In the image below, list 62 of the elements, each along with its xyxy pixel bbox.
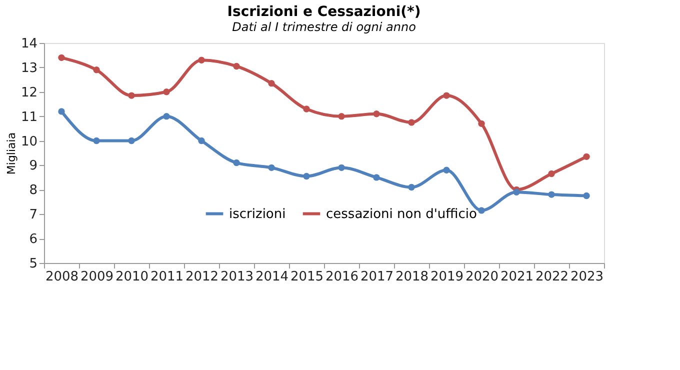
legend-label: cessazioni non d'ufficio [326,206,477,222]
x-tick-label: 2013 [220,270,254,284]
point [303,106,310,112]
x-tick-label: 2014 [255,270,289,284]
x-tick-label: 2019 [430,270,464,284]
y-tick-label: 11 [20,110,38,125]
point [338,112,345,120]
y-tick-label: 14 [20,36,38,52]
point [303,172,310,180]
y-tick-label: 9 [29,158,38,174]
x-tick-label: 2015 [290,270,324,284]
y-tick-label: 10 [20,134,38,150]
x-tick-label: 2020 [465,270,499,284]
point [548,170,555,178]
x-tick-label: 2010 [115,270,149,284]
x-tick-label: 2023 [570,270,604,284]
point [233,159,240,166]
y-tick-label: 5 [29,256,38,272]
point [58,54,65,62]
x-tick-label: 2022 [535,270,569,284]
x-tick-label: 2008 [45,270,79,284]
point [338,164,345,172]
x-tick-label: 2017 [360,270,394,284]
point [478,120,485,128]
y-tick-label: 12 [20,85,38,100]
point [93,137,100,144]
point [548,191,555,198]
point [268,80,275,87]
chart-title: Iscrizioni e Cessazioni(*) [227,4,421,20]
y-tick-label: 13 [20,60,38,76]
point [408,184,415,191]
y-axis-title: Migliaia [4,132,18,175]
point [128,137,135,144]
point [233,62,240,70]
point [443,166,450,174]
x-tick-label: 2018 [395,270,429,284]
point [198,137,205,144]
legend-label: iscrizioni [229,206,286,222]
point [408,119,415,126]
x-tick-label: 2012 [185,270,219,284]
y-tick-label: 7 [29,208,38,223]
point [443,92,450,99]
point [513,188,520,196]
x-tick-label: 2021 [500,270,534,284]
y-tick-label: 6 [29,232,38,248]
point [373,174,380,181]
point [583,153,590,160]
y-tick-label: 8 [29,183,38,198]
point [93,66,100,74]
x-tick-label: 2009 [80,270,114,284]
point [163,112,170,120]
point [198,56,205,64]
point [268,164,275,172]
point [163,88,170,96]
chart-subtitle: Dati al I trimestre di ogni anno [232,20,416,34]
point [58,108,65,115]
point [583,192,590,200]
point [128,92,135,99]
point [478,207,485,214]
point [373,110,380,118]
x-tick-label: 2016 [325,270,359,284]
x-tick-label: 2011 [150,270,184,284]
